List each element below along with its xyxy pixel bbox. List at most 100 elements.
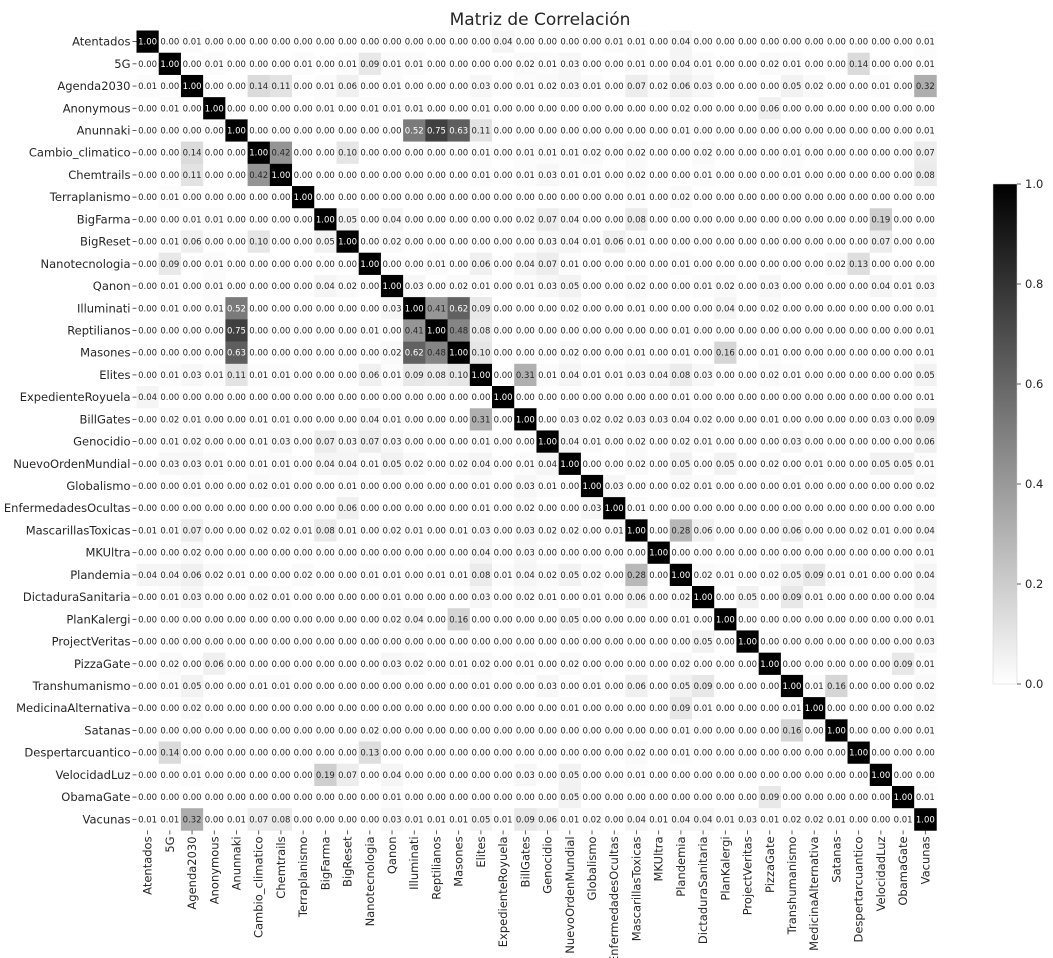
cell-value-label: 1.00 [294, 193, 313, 203]
cell-value-label: 0.00 [849, 726, 868, 736]
cell-value-label: 0.00 [783, 549, 802, 559]
heatmap-cell [292, 119, 315, 142]
cell-value-label: 1.00 [449, 349, 468, 359]
heatmap-cell [180, 341, 204, 365]
heatmap-cell [803, 208, 826, 231]
cell-value-label: 0.00 [183, 193, 202, 203]
cell-value-label: 0.01 [560, 171, 579, 181]
cell-value-label: 0.00 [605, 815, 624, 825]
cell-value-label: 0.00 [760, 704, 779, 714]
cell-value-label: 0.00 [271, 126, 290, 136]
heatmap-cell [203, 230, 226, 253]
heatmap-cell [203, 363, 226, 387]
heatmap-cell [603, 119, 626, 142]
cell-value-label: 0.00 [316, 793, 335, 803]
cell-value-label: 0.00 [471, 638, 490, 648]
cell-value-label: 0.00 [827, 282, 846, 292]
heatmap-cell [314, 319, 337, 342]
cell-value-label: 1.00 [716, 615, 735, 625]
cell-value-label: 0.00 [583, 193, 602, 203]
cell-value-label: 0.00 [605, 215, 624, 225]
cell-value-label: 0.00 [827, 304, 846, 314]
column-label: Anonymous [207, 836, 221, 904]
cell-value-label: 0.00 [849, 438, 868, 448]
cell-value-label: 0.00 [871, 438, 890, 448]
heatmap-cell [558, 163, 582, 187]
row-label: PlanKalergi [66, 612, 130, 626]
cell-value-label: 0.00 [894, 771, 913, 781]
heatmap-cell [136, 119, 160, 142]
heatmap-cell [336, 297, 359, 320]
cell-value-label: 0.04 [694, 815, 713, 825]
cell-value-label: 0.01 [160, 193, 179, 203]
cell-value-label: 0.11 [183, 171, 202, 181]
heatmap-cell [914, 52, 937, 76]
cell-value-label: 0.00 [649, 193, 668, 203]
heatmap-cell [692, 74, 715, 98]
cell-value-label: 0.00 [494, 660, 513, 670]
heatmap-cell [625, 52, 648, 76]
cell-value-label: 0.02 [449, 282, 468, 292]
cell-value-label: 0.04 [916, 571, 935, 581]
heatmap-cell [736, 30, 759, 54]
heatmap-cell [558, 97, 582, 120]
cell-value-label: 1.00 [760, 660, 779, 670]
heatmap-cell [447, 230, 471, 253]
row-label: Chemtrails [68, 168, 130, 182]
cell-value-label: 0.01 [316, 104, 335, 114]
cell-value-label: 0.00 [849, 771, 868, 781]
cell-value-label: 0.00 [316, 304, 335, 314]
heatmap-cell [714, 208, 737, 231]
cell-value-label: 0.00 [138, 726, 157, 736]
heatmap-cell [358, 97, 382, 120]
cell-value-label: 0.00 [471, 38, 490, 48]
cell-value-label: 0.03 [694, 82, 713, 92]
cell-value-label: 0.00 [294, 238, 313, 248]
heatmap-cell [447, 97, 471, 120]
cell-value-label: 0.00 [716, 126, 735, 136]
cell-value-label: 0.07 [316, 438, 335, 448]
cell-value-label: 0.00 [916, 504, 935, 514]
cell-value-label: 0.01 [516, 171, 535, 181]
heatmap-cell [780, 274, 804, 298]
cell-value-label: 0.01 [583, 171, 602, 181]
cell-value-label: 0.02 [516, 504, 535, 514]
cell-value-label: 0.00 [471, 771, 490, 781]
cell-value-label: 0.13 [360, 749, 379, 759]
cell-value-label: 1.00 [871, 771, 890, 781]
cell-value-label: 0.00 [894, 82, 913, 92]
cell-value-label: 0.00 [849, 171, 868, 181]
heatmap-cell [803, 297, 826, 320]
cell-value-label: 0.00 [227, 171, 246, 181]
cell-value-label: 0.01 [560, 260, 579, 270]
cell-value-label: 0.00 [494, 438, 513, 448]
heatmap-cell [803, 319, 826, 342]
cell-value-label: 0.01 [694, 171, 713, 181]
cell-value-label: 0.03 [760, 282, 779, 292]
cell-value-label: 0.01 [671, 349, 690, 359]
cell-value-label: 0.03 [783, 438, 802, 448]
cell-value-label: 0.00 [294, 704, 313, 714]
heatmap-cell [625, 141, 648, 165]
heatmap-cell [180, 363, 204, 387]
heatmap-cell [625, 252, 648, 276]
cell-value-label: 0.00 [605, 193, 624, 203]
heatmap-cell [203, 297, 226, 320]
cell-value-label: 0.00 [227, 549, 246, 559]
cell-value-label: 0.00 [738, 482, 757, 492]
cell-value-label: 0.00 [783, 393, 802, 403]
heatmap-cell [603, 341, 626, 365]
cell-value-label: 0.00 [160, 326, 179, 336]
cell-value-label: 0.03 [516, 771, 535, 781]
cell-value-label: 0.00 [894, 438, 913, 448]
cell-value-label: 0.48 [449, 326, 468, 336]
cell-value-label: 0.00 [827, 638, 846, 648]
heatmap-cell [336, 341, 359, 365]
cell-value-label: 0.00 [894, 526, 913, 536]
heatmap-cell [669, 52, 693, 76]
heatmap-cell [247, 119, 271, 142]
heatmap-cell [669, 186, 693, 209]
cell-value-label: 0.00 [805, 638, 824, 648]
cell-value-label: 0.00 [227, 593, 246, 603]
